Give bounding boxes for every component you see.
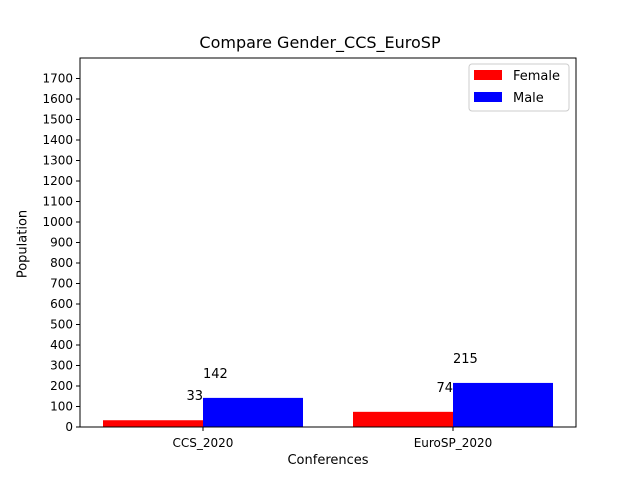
y-axis-label: Population	[15, 209, 31, 279]
y-tick-label: 700	[50, 277, 73, 291]
legend-swatch-female	[474, 70, 502, 80]
x-tick-label: CCS_2020	[173, 436, 234, 450]
y-tick-label: 1100	[42, 195, 73, 209]
y-tick-label: 500	[50, 318, 73, 332]
y-tick-label: 1600	[42, 92, 73, 106]
y-tick-label: 1000	[42, 215, 73, 229]
plot-frame	[79, 57, 577, 428]
y-tick-label: 0	[65, 420, 73, 434]
bar-female-ccs-2020	[103, 420, 203, 427]
legend-swatch-male	[474, 92, 502, 102]
y-tick-label: 1700	[42, 72, 73, 86]
y-tick-label: 100	[50, 400, 73, 414]
x-axis-label: Conferences	[287, 453, 369, 468]
y-tick-label: 1500	[42, 113, 73, 127]
bar-male-eurosp-2020	[453, 382, 553, 427]
y-tick-label: 1200	[42, 174, 73, 188]
y-tick-label: 600	[50, 297, 73, 311]
y-tick-label: 1400	[42, 133, 73, 147]
data-label-male-ccs-2020: 142	[203, 367, 228, 382]
chart-title: Compare Gender_CCS_EuroSP	[199, 33, 441, 52]
data-label-female-ccs-2020: 33	[186, 389, 203, 404]
data-label-male-eurosp-2020: 215	[453, 352, 478, 367]
y-tick-label: 200	[50, 379, 73, 393]
legend: Female Male	[468, 63, 570, 112]
y-tick-label: 900	[50, 236, 73, 250]
legend-label-female: Female	[513, 69, 560, 84]
bar-male-ccs-2020	[203, 397, 303, 427]
y-tick-label: 800	[50, 256, 73, 270]
y-tick-label: 400	[50, 338, 73, 352]
y-tick-label: 1300	[42, 154, 73, 168]
bar-female-eurosp-2020	[353, 411, 453, 427]
legend-label-male: Male	[513, 91, 544, 106]
x-tick-label: EuroSP_2020	[414, 436, 493, 450]
y-tick-label: 300	[50, 359, 73, 373]
data-label-female-eurosp-2020: 74	[436, 381, 453, 396]
